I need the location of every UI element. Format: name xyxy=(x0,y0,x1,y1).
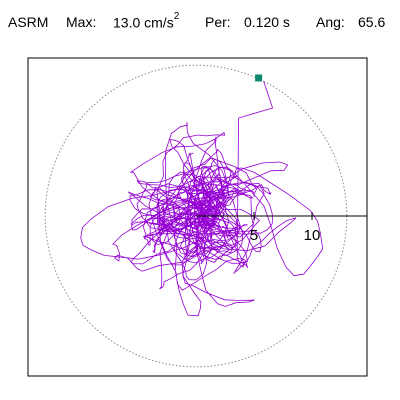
max-exponent: 2 xyxy=(173,11,180,22)
ang-label: Ang: xyxy=(316,14,345,30)
plot-frame xyxy=(27,57,368,377)
ang-value: 65.6 xyxy=(358,14,386,30)
peak-marker xyxy=(255,74,263,82)
max-label: Max: xyxy=(66,14,97,30)
trace-group xyxy=(80,80,324,317)
x-tick-label: 5 xyxy=(250,227,258,244)
per-value: 0.120 s xyxy=(244,14,290,30)
max-value-text: 13.0 cm/s xyxy=(113,14,174,31)
tick-group: 5 10 xyxy=(250,212,321,244)
acceleration-trace xyxy=(80,80,324,317)
per-label: Per: xyxy=(205,14,231,30)
plot-title: ASRM xyxy=(8,14,49,30)
x-tick-label: 10 xyxy=(304,227,321,244)
max-value: 13.0 cm/s2 xyxy=(113,11,180,31)
plot-header: ASRM Max: 13.0 cm/s2 Per: 0.120 s Ang: 6… xyxy=(8,11,400,34)
